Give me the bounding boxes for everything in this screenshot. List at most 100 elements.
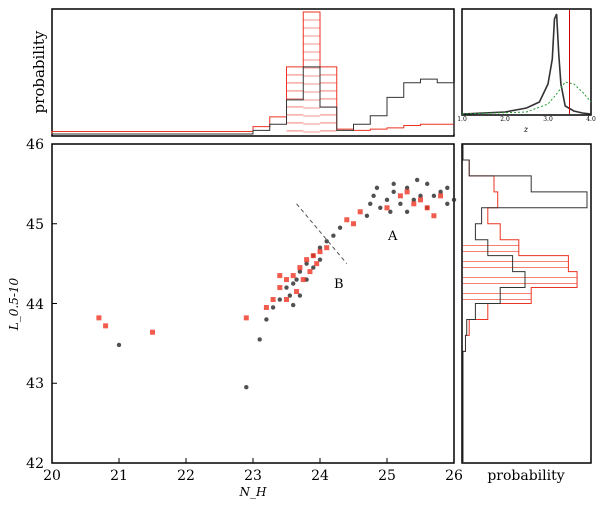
red-point [96, 315, 102, 321]
red-point [344, 217, 350, 223]
black-point [364, 213, 370, 218]
black-point [404, 185, 410, 191]
black-point [297, 269, 303, 274]
black-point [368, 201, 373, 207]
red-point [411, 201, 417, 207]
black-point [374, 185, 380, 191]
red-point [431, 213, 437, 219]
black-point [425, 181, 430, 187]
black-point [451, 197, 457, 203]
black-point [431, 193, 437, 199]
red-point [438, 193, 444, 199]
red-point [357, 209, 363, 215]
black-point [404, 209, 410, 214]
black-point [384, 197, 390, 203]
red-point [263, 304, 269, 310]
black-point [411, 197, 416, 203]
red_series-top-histogram [51, 11, 455, 134]
main-xlabel: N_H [239, 485, 268, 499]
red-point [351, 221, 356, 227]
red-point [284, 277, 289, 283]
x-tick-23: 23 [244, 468, 262, 484]
y-tick-46: 46 [26, 137, 44, 153]
black-point [294, 277, 299, 282]
black_series-top-histogram [52, 66, 455, 135]
red-point [304, 257, 310, 263]
red-point [317, 249, 323, 255]
black-point [391, 181, 396, 187]
black-point [337, 225, 343, 230]
red-point [310, 253, 316, 259]
red-point [297, 265, 303, 271]
black-point [277, 297, 282, 302]
top-histogram-bars [51, 11, 455, 135]
red-point [397, 193, 403, 199]
z-tick-2: 2.0 [500, 116, 510, 123]
y-tick-45: 45 [26, 217, 44, 233]
x-tick-20: 20 [43, 468, 61, 484]
z-inset-frame [461, 8, 592, 116]
top-histogram-ylabel: probability [30, 30, 48, 113]
black-point [116, 342, 122, 348]
red-point [270, 297, 276, 303]
red-point [418, 197, 423, 203]
z-xlabel: z [523, 125, 529, 134]
black-point [317, 257, 323, 262]
red-point [243, 315, 249, 321]
right-histogram-bars [462, 144, 588, 463]
red-point [284, 297, 289, 303]
black-point [324, 239, 329, 244]
black-point [270, 305, 276, 310]
red-point [277, 273, 283, 279]
z-tick-1: 1.0 [457, 116, 467, 123]
black-point [438, 189, 443, 195]
y-tick-43: 43 [26, 376, 44, 392]
black-point [284, 285, 289, 290]
black-point [291, 302, 296, 308]
x-tick-22: 22 [177, 468, 195, 484]
red-point [103, 323, 109, 329]
red-point [384, 205, 390, 211]
green_series-z-curve [461, 81, 592, 115]
red-point [404, 189, 410, 195]
red-point [307, 269, 313, 275]
black-point [311, 265, 316, 270]
black_series-z-curve [461, 13, 592, 115]
red-point [277, 285, 283, 291]
annotation-b: B [334, 277, 344, 292]
x-tick-21: 21 [110, 468, 128, 484]
red-point [290, 273, 296, 279]
red-point [424, 205, 430, 211]
top-histogram-panel: probability [30, 8, 455, 137]
black-point [418, 193, 423, 199]
red-point [294, 289, 300, 295]
black-point [378, 205, 383, 210]
red-point [314, 261, 320, 267]
right-histogram-xlabel: probability [487, 468, 564, 484]
black-point [445, 185, 450, 191]
z-inset-plot [461, 10, 592, 115]
black-point [371, 193, 376, 199]
right-histogram-panel: probability [461, 143, 592, 484]
black-point [297, 293, 303, 298]
divider-line [296, 203, 348, 264]
right-histogram-frame [461, 143, 592, 464]
main-ticks [51, 143, 455, 464]
black-point [331, 233, 336, 238]
x-tick-25: 25 [378, 468, 396, 484]
z-inset-panel: 1.0 2.0 3.0 4.0 z [457, 8, 596, 134]
main-points [96, 177, 457, 390]
y-tick-42: 42 [26, 456, 44, 472]
black-point [445, 201, 450, 207]
z-tick-4: 4.0 [586, 116, 596, 123]
black-point [291, 281, 296, 286]
red-point [324, 245, 330, 251]
black-point [257, 337, 262, 342]
top-histogram-frame [51, 8, 455, 137]
red-point [150, 329, 155, 335]
x-tick-26: 26 [445, 468, 463, 484]
x-tick-24: 24 [311, 468, 329, 484]
main-scatter-panel: A B 20 21 22 23 24 25 26 42 43 44 45 46 … [7, 137, 463, 499]
black-point [304, 261, 309, 266]
